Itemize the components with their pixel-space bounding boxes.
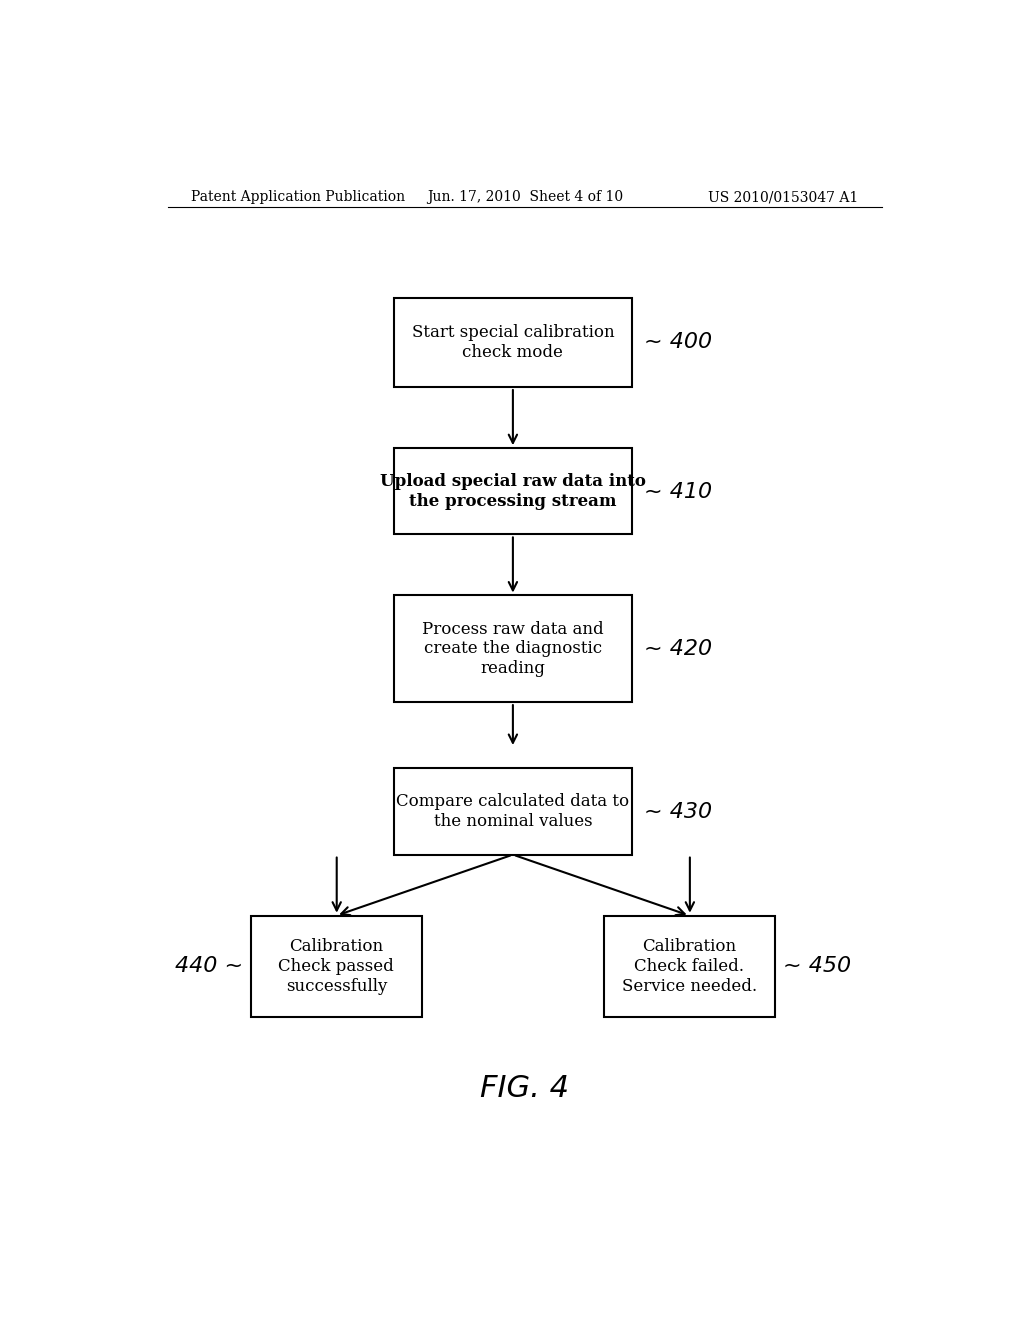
Text: Start special calibration
check mode: Start special calibration check mode — [412, 325, 614, 360]
Text: Calibration
Check failed.
Service needed.: Calibration Check failed. Service needed… — [622, 939, 757, 994]
Text: Jun. 17, 2010  Sheet 4 of 10: Jun. 17, 2010 Sheet 4 of 10 — [427, 190, 623, 205]
Text: ~ 410: ~ 410 — [644, 482, 712, 502]
Text: Patent Application Publication: Patent Application Publication — [191, 190, 406, 205]
FancyBboxPatch shape — [604, 916, 775, 1018]
Text: Upload special raw data into
the processing stream: Upload special raw data into the process… — [380, 473, 646, 510]
FancyBboxPatch shape — [394, 595, 632, 702]
Text: ~ 450: ~ 450 — [782, 957, 851, 977]
Text: Calibration
Check passed
successfully: Calibration Check passed successfully — [279, 939, 394, 994]
FancyBboxPatch shape — [394, 447, 632, 535]
Text: FIG. 4: FIG. 4 — [480, 1074, 569, 1104]
FancyBboxPatch shape — [394, 768, 632, 854]
Text: ~ 420: ~ 420 — [644, 639, 712, 659]
FancyBboxPatch shape — [394, 297, 632, 387]
Text: US 2010/0153047 A1: US 2010/0153047 A1 — [708, 190, 858, 205]
Text: Process raw data and
create the diagnostic
reading: Process raw data and create the diagnost… — [422, 620, 604, 677]
Text: 440 ~: 440 ~ — [175, 957, 243, 977]
FancyBboxPatch shape — [251, 916, 422, 1018]
Text: Compare calculated data to
the nominal values: Compare calculated data to the nominal v… — [396, 793, 630, 830]
Text: ~ 400: ~ 400 — [644, 333, 712, 352]
Text: ~ 430: ~ 430 — [644, 803, 712, 822]
